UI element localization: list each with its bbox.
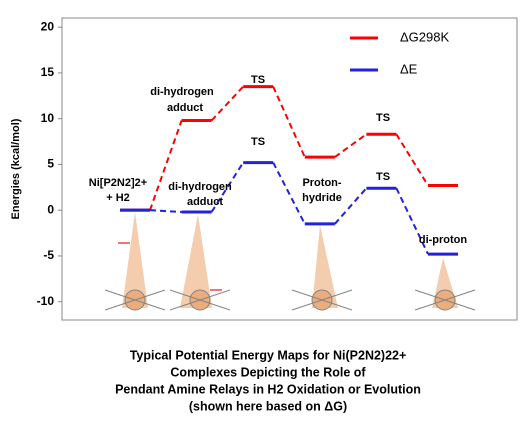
connector: [149, 120, 183, 211]
y-axis-label: Energies (kcal/mol): [10, 118, 22, 219]
y-tick-label: 0: [47, 202, 54, 216]
annotation: adduct: [187, 196, 223, 208]
annotation: TS: [376, 112, 390, 124]
annotation: di-proton: [419, 234, 468, 246]
annotation: + H2: [106, 192, 130, 204]
annotation: Proton-: [302, 177, 341, 189]
annotation: TS: [376, 171, 390, 183]
annotation: di-hydrogen: [150, 86, 214, 98]
annotation: adduct: [167, 102, 203, 114]
y-tick-label: 20: [41, 19, 55, 33]
connector: [334, 133, 367, 158]
annotation: Ni[P2N2]2+: [89, 177, 147, 189]
connector: [272, 162, 306, 225]
annotation: di-hydrogen: [168, 181, 232, 193]
annotation: hydride: [302, 192, 342, 204]
y-tick-label: 15: [41, 65, 55, 79]
caption-line: Complexes Depicting the Role of: [170, 365, 366, 379]
annotation: TS: [251, 74, 265, 86]
y-tick-label: -10: [37, 294, 55, 308]
molecule-decor: [104, 212, 476, 311]
connector: [210, 85, 244, 122]
y-tick-label: 5: [47, 157, 54, 171]
legend-label: ΔE: [400, 61, 418, 76]
y-tick-label: -5: [43, 248, 54, 262]
connector: [334, 187, 368, 225]
connector: [395, 187, 429, 255]
connector: [272, 86, 306, 158]
y-tick-label: 10: [41, 111, 55, 125]
connector: [149, 209, 182, 214]
connector: [395, 133, 429, 186]
annotation: TS: [251, 136, 265, 148]
caption-line: (shown here based on ΔG): [189, 399, 347, 413]
legend-label: ΔG298K: [400, 29, 449, 44]
plot-frame: [61, 17, 518, 321]
caption-line: Pendant Amine Relays in H2 Oxidation or …: [115, 382, 421, 396]
caption-line: Typical Potential Energy Maps for Ni(P2N…: [130, 348, 407, 362]
